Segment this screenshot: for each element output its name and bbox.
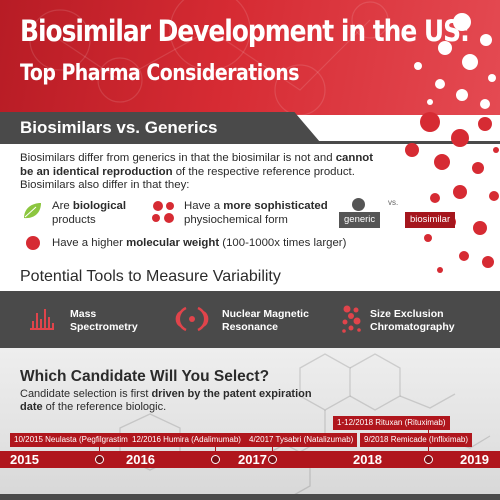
biosimilar-tag: biosimilar — [405, 212, 456, 228]
timeline-year-2016: 2016 — [126, 452, 155, 467]
feature-weight-bold: molecular weight — [126, 237, 220, 249]
page-title: Biosimilar Development in the US: — [20, 14, 470, 48]
timeline-stem — [215, 447, 216, 451]
tools-heading: Potential Tools to Measure Variability — [20, 268, 281, 285]
mass-spec-icon — [30, 309, 54, 330]
feature-form-a: Have a — [184, 200, 224, 212]
timeline-node — [424, 455, 433, 464]
tools-band — [0, 291, 500, 348]
vs-label: vs. — [388, 198, 399, 207]
timeline-stem — [272, 447, 273, 451]
tool-mass-1: Mass — [70, 308, 97, 320]
timeline-event-rituxan: 1-12/2018 Rituxan (Rituximab) — [333, 416, 450, 430]
timeline-year-2015: 2015 — [10, 452, 39, 467]
generic-tag: generic — [339, 212, 381, 228]
timeline-event-humira: 12/2016 Humira (Adalimumab) — [128, 433, 245, 447]
generic-dot-icon — [352, 198, 365, 211]
feature-biological: Are biological products — [52, 200, 126, 227]
nmr-icon — [175, 306, 209, 332]
timeline-year-2018: 2018 — [353, 452, 382, 467]
section-divider — [0, 141, 500, 144]
timeline-node — [95, 455, 104, 464]
timeline-year-2019: 2019 — [460, 452, 489, 467]
timeline-event-tysabri: 4/2017 Tysabri (Natalizumab) — [245, 433, 358, 447]
feature-weight: Have a higher molecular weight (100-1000… — [52, 237, 346, 251]
red-dot-icon — [26, 236, 40, 250]
feature-form-c: physiochemical form — [184, 213, 288, 226]
candidate-text-a: Candidate selection is first — [20, 388, 152, 400]
molecule-pattern — [29, 0, 496, 115]
timeline-event-neulasta: 10/2015 Neulasta (Pegfilgrastim) — [10, 433, 135, 447]
tool-nmr-1: Nuclear Magnetic — [222, 308, 309, 320]
candidate-text-bold: driven by the patent expiration date — [20, 388, 312, 413]
timeline-node — [211, 455, 220, 464]
size-exclusion-icon — [342, 305, 361, 333]
intro-paragraph: Biosimilars differ from generics in that… — [20, 152, 380, 193]
intro-text-a: Biosimilars differ from generics in that… — [20, 152, 336, 164]
section-header-bar — [0, 112, 320, 142]
leaf-icon — [24, 203, 41, 219]
intro-text-bold: cannot be an identical reproduction — [20, 152, 374, 178]
decorative-dots — [405, 112, 499, 273]
feature-biological-bold: biological — [72, 200, 127, 212]
feature-weight-c: (100-1000x times larger) — [219, 237, 347, 249]
intro-text-c: of the respective reference product. Bio… — [20, 165, 355, 192]
tool-nmr: Nuclear Magnetic Resonance — [222, 308, 309, 334]
candidate-text-c: of the reference biologic. — [42, 401, 167, 413]
feature-biological-c: products — [52, 213, 96, 226]
cluster-dots-icon — [152, 201, 174, 223]
timeline-stem — [99, 447, 100, 451]
feature-form-bold: more sophisticated — [223, 200, 328, 212]
header-banner: Biosimilar Development in the US: Top Ph… — [0, 0, 500, 115]
timeline-event-remicade: 9/2018 Remicade (Infliximab) — [360, 433, 473, 447]
section-title: Biosimilars vs. Generics — [20, 118, 218, 137]
tool-sec-1: Size Exclusion — [370, 308, 444, 320]
tool-mass-spectrometry: Mass Spectrometry — [70, 308, 138, 334]
candidate-title: Which Candidate Will You Select? — [20, 368, 270, 385]
candidate-paragraph: Candidate selection is first driven by t… — [20, 388, 320, 414]
tool-mass-2: Spectrometry — [70, 321, 138, 333]
tool-size-exclusion: Size Exclusion Chromatography — [370, 308, 455, 334]
timeline-year-2017: 2017 — [238, 452, 267, 467]
timeline-node — [268, 455, 277, 464]
page-subtitle: Top Pharma Considerations — [20, 61, 299, 86]
feature-biological-a: Are — [52, 200, 73, 212]
tool-nmr-2: Resonance — [222, 321, 279, 333]
timeline-bar — [0, 451, 500, 468]
footer-strip — [0, 494, 500, 500]
feature-weight-a: Have a higher — [52, 237, 127, 249]
feature-form: Have a more sophisticated physiochemical… — [184, 200, 328, 227]
tool-sec-2: Chromatography — [370, 321, 455, 333]
